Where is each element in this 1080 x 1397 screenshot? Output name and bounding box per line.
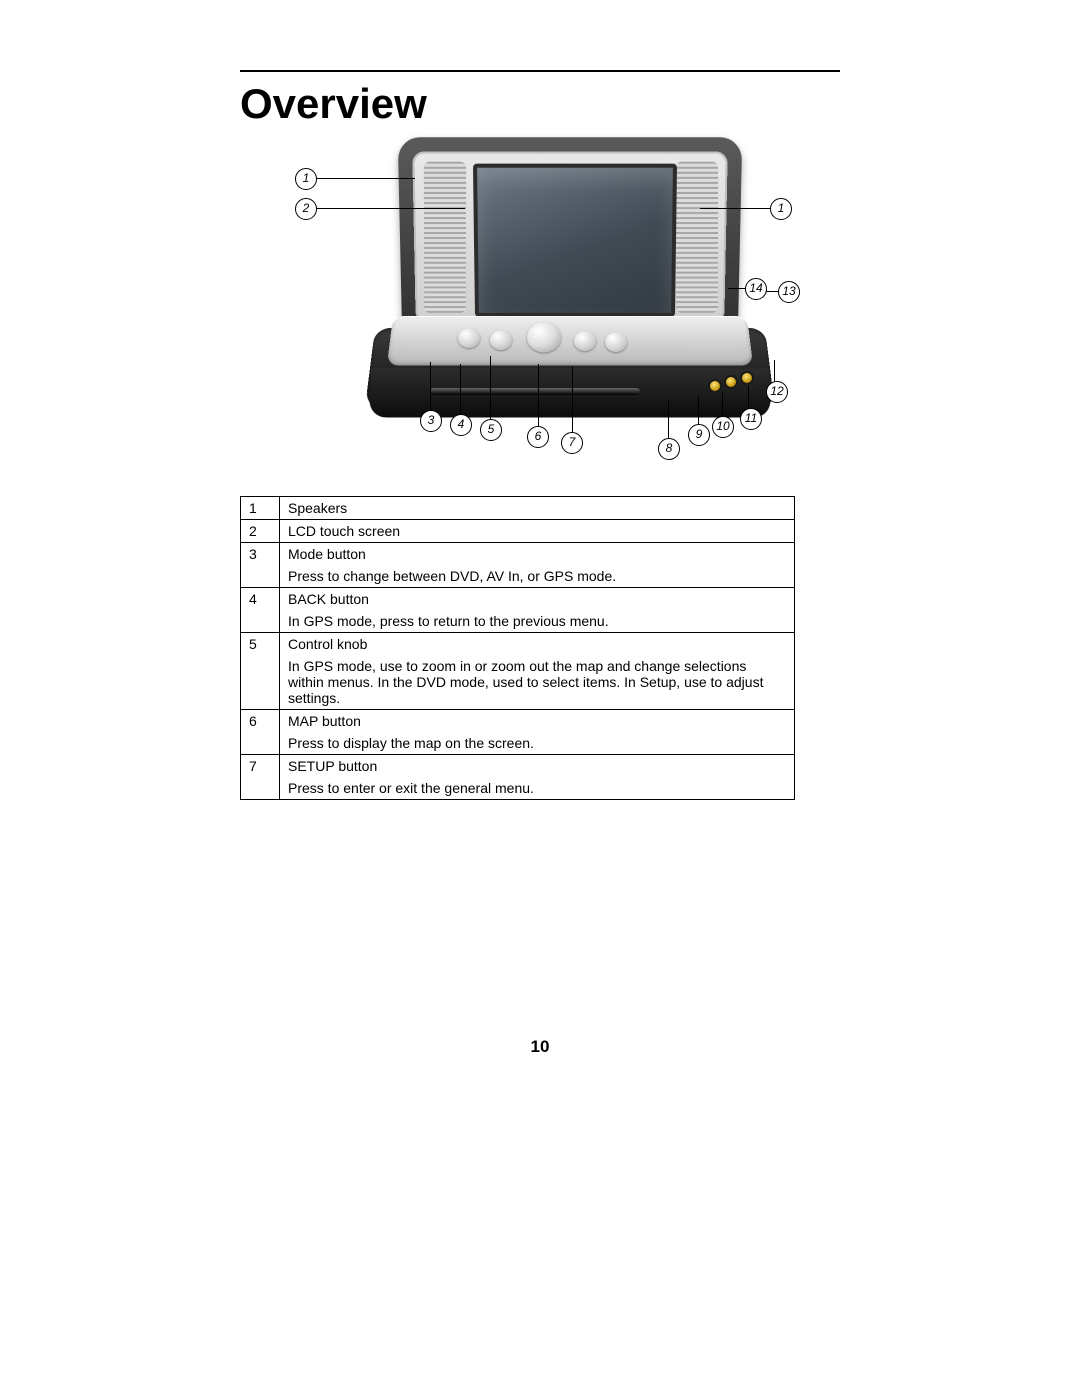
manual-page: Overview [0,0,1080,1397]
table-row: 1 Speakers [241,497,795,520]
table-row: 7 SETUP button [241,755,795,778]
legend-num: 3 [241,543,280,566]
speaker-left-graphic [424,162,466,313]
table-row: 3 Mode button [241,543,795,566]
table-row: 5 Control knob [241,633,795,656]
legend-desc: Press to display the map on the screen. [280,732,795,755]
legend-title: Mode button [280,543,795,566]
overview-diagram: 12114131211109876543 [280,138,840,478]
callout-badge: 11 [740,408,762,430]
callout-badge: 13 [778,281,800,303]
table-row: Press to display the map on the screen. [241,732,795,755]
legend-num: 2 [241,520,280,543]
table-row: In GPS mode, use to zoom in or zoom out … [241,655,795,710]
legend-desc: In GPS mode, press to return to the prev… [280,610,795,633]
callout-badge: 1 [295,168,317,190]
callout-badge: 14 [745,278,767,300]
callout-badge: 7 [561,432,583,454]
title-rule [240,70,840,72]
callout-badge: 2 [295,198,317,220]
legend-title: BACK button [280,588,795,611]
page-title: Overview [240,80,840,128]
table-row: Press to enter or exit the general menu. [241,777,795,800]
callout-badge: 5 [480,419,502,441]
legend-num: 6 [241,710,280,733]
callout-badge: 1 [770,198,792,220]
disc-slot-graphic [430,388,640,395]
legend-desc: In GPS mode, use to zoom in or zoom out … [280,655,795,710]
table-row: Press to change between DVD, AV In, or G… [241,565,795,588]
callout-badge: 9 [688,424,710,446]
legend-num: 1 [241,497,280,520]
callout-badge: 10 [712,416,734,438]
callout-badge: 8 [658,438,680,460]
lcd-graphic [473,164,677,317]
speaker-right-graphic [676,162,718,313]
legend-title: SETUP button [280,755,795,778]
legend-num: 5 [241,633,280,656]
legend-desc: Press to change between DVD, AV In, or G… [280,565,795,588]
callout-badge: 3 [420,410,442,432]
legend-title: Control knob [280,633,795,656]
legend-num: 7 [241,755,280,778]
device-illustration [330,138,790,448]
table-row: 2 LCD touch screen [241,520,795,543]
table-row: 6 MAP button [241,710,795,733]
control-knob-graphic [527,322,561,353]
legend-desc: Press to enter or exit the general menu. [280,777,795,800]
legend-num: 4 [241,588,280,611]
callout-badge: 4 [450,414,472,436]
legend-title: MAP button [280,710,795,733]
legend-title: LCD touch screen [280,520,795,543]
legend-title: Speakers [280,497,795,520]
callout-badge: 12 [766,381,788,403]
legend-table: 1 Speakers 2 LCD touch screen 3 Mode but… [240,496,795,800]
page-number: 10 [0,1037,1080,1057]
table-row: 4 BACK button [241,588,795,611]
callout-badge: 6 [527,426,549,448]
table-row: In GPS mode, press to return to the prev… [241,610,795,633]
